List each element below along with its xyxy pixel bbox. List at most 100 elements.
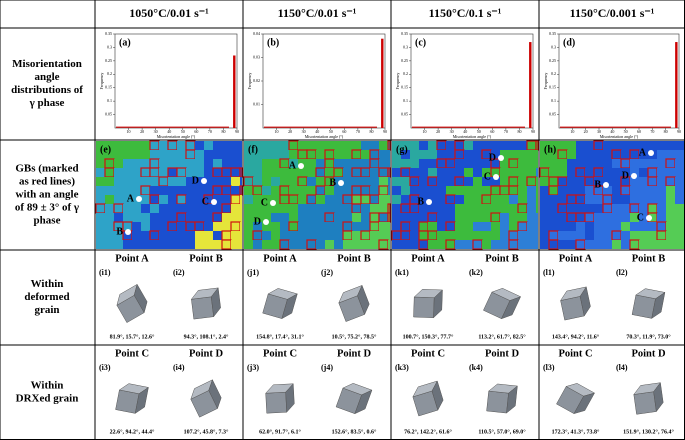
- x-tick-label: 40: [610, 129, 614, 134]
- y-tick-label: 0.03: [253, 54, 260, 59]
- point-marker: [426, 199, 432, 205]
- grain-cell: [657, 213, 666, 222]
- grain-cell: [473, 150, 482, 159]
- panel-label: (k1): [395, 268, 409, 277]
- grain-cell: [455, 204, 464, 213]
- grain-cell: [114, 141, 123, 150]
- grain-cell: [611, 230, 622, 241]
- grain-cell: [419, 141, 428, 150]
- grain-cell: [168, 159, 177, 168]
- panel-label: (e): [100, 144, 111, 155]
- grain-cell: [204, 177, 213, 186]
- grain-cell: [387, 167, 391, 178]
- grain-cell: [473, 177, 482, 186]
- grain-cell: [96, 213, 105, 222]
- grain-cell: [370, 204, 379, 213]
- grain-cell: [419, 168, 428, 177]
- grain-cell: [656, 230, 667, 241]
- grain-cell: [508, 239, 519, 250]
- grain-cell: [585, 195, 594, 204]
- grain-cell: [392, 204, 401, 213]
- grain-cell: [379, 222, 388, 231]
- grain-cell: [280, 231, 289, 240]
- grain-cell: [204, 222, 213, 231]
- grain-cell: [351, 167, 362, 178]
- grain-cell: [666, 213, 675, 222]
- grain-cell: [536, 213, 538, 222]
- grain-cell: [370, 177, 379, 186]
- point-label: A: [639, 147, 647, 158]
- grain-cell: [271, 213, 280, 222]
- grain-cell: [517, 203, 528, 214]
- grain-cell: [213, 141, 222, 150]
- grain-cell: [141, 195, 150, 204]
- grain-cell: [648, 231, 657, 240]
- grain-cell: [594, 222, 603, 231]
- grain-cell: [239, 167, 243, 178]
- grain-cell: [401, 195, 410, 204]
- column-header: 1150°C/0.001 s⁻¹: [570, 6, 655, 20]
- grain-cell: [594, 204, 603, 213]
- grain-cell: [244, 150, 253, 159]
- grain-cell: [253, 159, 262, 168]
- grain-cell: [549, 204, 558, 213]
- x-tick-label: 90: [383, 129, 387, 134]
- y-tick-label: 0.1: [551, 98, 556, 103]
- grain-cell: [621, 150, 630, 159]
- y-tick-label: 0.05: [401, 111, 408, 116]
- grain-cell: [639, 168, 648, 177]
- x-tick-label: 90: [235, 129, 239, 134]
- grain-cell: [307, 231, 316, 240]
- euler-angles: 62.0°, 91.7°, 6.1°: [259, 428, 301, 435]
- grain-cell: [343, 150, 352, 159]
- grain-cell: [307, 222, 316, 231]
- grain-cell: [602, 203, 613, 214]
- grain-cell: [123, 177, 132, 186]
- grain-cell: [351, 194, 362, 205]
- grain-cell: [132, 222, 141, 231]
- grain-cell: [388, 231, 390, 240]
- grain-cell: [639, 195, 648, 204]
- grain-cell: [473, 168, 482, 177]
- grain-cell: [518, 141, 527, 150]
- euler-angles: 107.2°, 45.8°, 7.3°: [184, 428, 229, 435]
- cube-face: [431, 380, 444, 411]
- grain-cell: [482, 213, 491, 222]
- row-label: DRXed grain: [16, 393, 79, 405]
- grain-cell: [491, 204, 500, 213]
- x-tick-label: 50: [624, 129, 628, 134]
- point-label: C: [637, 212, 644, 223]
- grain-cell: [231, 141, 240, 150]
- grain-cell: [195, 204, 204, 213]
- grain-cell: [123, 213, 132, 222]
- panel-label: (l3): [543, 363, 555, 372]
- grain-cell: [177, 204, 186, 213]
- row-label: of 89 ± 3° of γ: [15, 202, 79, 214]
- euler-angles: 76.2°, 142.2°, 61.6°: [404, 428, 452, 435]
- grain-cell: [445, 158, 456, 169]
- grain-cell: [95, 203, 106, 214]
- grain-cell: [612, 159, 621, 168]
- grain-cell: [418, 239, 429, 250]
- grain-cell: [666, 195, 675, 204]
- grain-cell: [428, 195, 437, 204]
- grain-cell: [657, 141, 666, 150]
- grain-cell: [222, 195, 231, 204]
- grain-cell: [392, 159, 401, 168]
- grain-cell: [231, 231, 240, 240]
- grain-cell: [195, 195, 204, 204]
- point-header: Point C: [558, 348, 592, 359]
- grain-cell: [244, 204, 253, 213]
- grain-cell: [177, 141, 186, 150]
- cube-face: [357, 284, 370, 316]
- y-tick-label: 0.04: [253, 31, 260, 36]
- grain-cell: [675, 231, 684, 240]
- cube-face: [115, 389, 140, 414]
- grain-cell: [307, 213, 316, 222]
- grain-cell: [316, 150, 325, 159]
- y-tick-label: 0.35: [401, 31, 408, 36]
- panel-label: (k4): [469, 363, 483, 372]
- panel-label: (j3): [247, 363, 259, 372]
- grain-cell: [392, 141, 401, 150]
